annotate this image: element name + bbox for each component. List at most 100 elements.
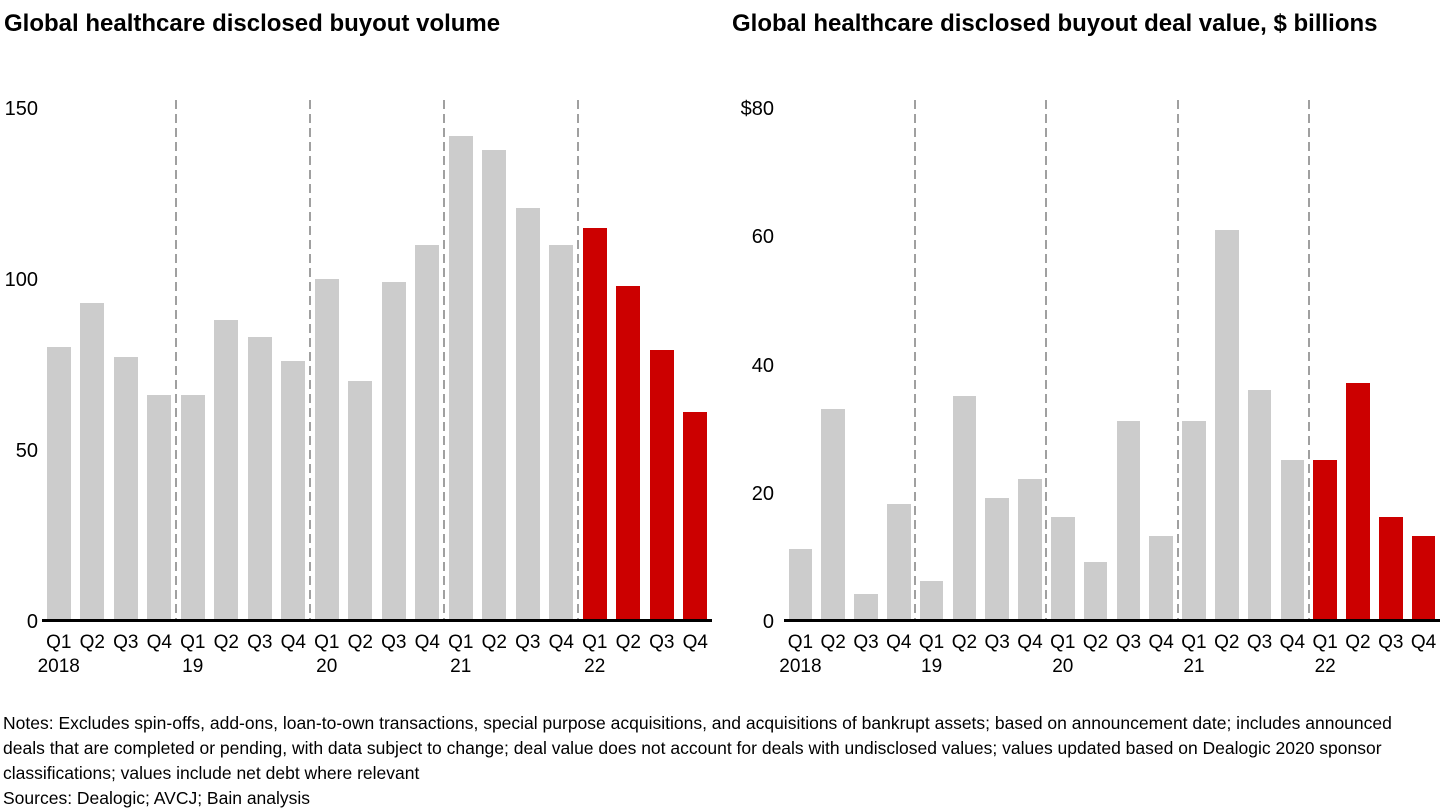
bar-22-q1: [1313, 459, 1337, 619]
y-tick-label: $80: [740, 98, 774, 120]
bar-22-q2: [616, 285, 641, 619]
x-tick-label: Q4: [548, 632, 574, 653]
bar-2018-q1: [46, 347, 71, 619]
x-tick-label: Q2: [951, 632, 978, 653]
bar-slot: [143, 109, 177, 619]
x-tick-label: Q1: [918, 632, 945, 653]
bar-21-q2: [1214, 230, 1239, 619]
bar-slot: [344, 109, 378, 619]
year-label: 19: [921, 656, 943, 677]
x-axis-year-labels-volume: 2018 19 20 21 22: [38, 656, 712, 680]
footer: Notes: Excludes spin-offs, add-ons, loan…: [0, 711, 1440, 811]
bar-slot: [243, 109, 277, 619]
bar-slot: [784, 109, 817, 619]
x-tick-label: Q2: [1345, 632, 1371, 653]
x-axis-quarter-labels-deal-value: Q1 Q2 Q3 Q4 Q1 Q2 Q3 Q4 Q1 Q2 Q3 Q4 Q1 Q2 Q3 Q4 Q1 Q2 Q3 Q4: [784, 622, 1440, 654]
buyout-deal-value-chart: Global healthcare disclosed buyout deal …: [730, 0, 1440, 680]
year-label: 22: [1314, 656, 1336, 677]
bar-slot: [1407, 109, 1440, 619]
bar-slot: [1276, 109, 1309, 619]
year-separator-line: [309, 100, 311, 619]
bar-22-q3: [1378, 517, 1403, 619]
y-tick-label: 100: [4, 269, 38, 291]
bar-21-q1: [1182, 421, 1206, 619]
y-tick-label: 40: [751, 354, 774, 377]
x-tick-label: Q4: [1279, 632, 1306, 653]
bar-2018-q1: [788, 548, 813, 619]
bar-22-q4: [1411, 536, 1436, 619]
bar-2018-q3: [854, 593, 878, 619]
bar-19-q1: [919, 580, 944, 619]
bar-slot: [76, 109, 110, 619]
bar-slot: [1145, 109, 1178, 619]
bar-22-q3: [649, 350, 674, 619]
y-tick-label: 0: [762, 611, 774, 633]
x-tick-label: Q3: [1246, 632, 1273, 653]
year-label: 20: [316, 656, 338, 677]
bar-20-q3: [1116, 421, 1141, 619]
x-tick-label: Q1: [1312, 632, 1338, 653]
x-tick-label: Q4: [1410, 632, 1437, 653]
bar-21-q4: [1280, 459, 1305, 619]
x-tick-label: Q1: [448, 632, 474, 653]
chart-title-volume: Global healthcare disclosed buyout volum…: [4, 10, 501, 37]
y-tick-label: 150: [4, 98, 38, 120]
bar-slot: [210, 109, 244, 619]
bar-slot: [444, 109, 478, 619]
bar-20-q4: [415, 245, 440, 619]
bar-19-q4: [281, 360, 306, 619]
footer-notes: Notes: Excludes spin-offs, add-ons, loan…: [3, 713, 1392, 783]
x-tick-label: Q1: [1181, 632, 1207, 653]
y-tick-label: 60: [751, 226, 774, 249]
x-tick-label: Q1: [314, 632, 340, 653]
year-label: 21: [1183, 656, 1205, 677]
x-tick-label: Q1: [787, 632, 814, 653]
bar-slot: [1374, 109, 1407, 619]
x-tick-label: Q4: [1017, 632, 1043, 653]
year-separator-line: [577, 100, 579, 619]
charts-row: Global healthcare disclosed buyout volum…: [0, 0, 1440, 680]
year-separator-line: [914, 100, 917, 619]
bar-slot: [915, 109, 948, 619]
x-axis-quarter-labels-volume: Q1 Q2 Q3 Q4 Q1 Q2 Q3 Q4 Q1 Q2 Q3 Q4 Q1 Q2 Q3 Q4 Q1 Q2 Q3 Q4: [42, 622, 712, 654]
x-tick-label: Q3: [247, 632, 273, 653]
bar-slot: [645, 109, 679, 619]
x-tick-label: Q2: [481, 632, 507, 653]
x-tick-label: Q1: [1050, 632, 1076, 653]
x-tick-label: Q2: [79, 632, 105, 653]
bar-22-q2: [1346, 383, 1370, 619]
bar-slot: [277, 109, 311, 619]
x-tick-label: Q1: [582, 632, 608, 653]
bar-slot: [1112, 109, 1145, 619]
x-tick-label: Q4: [682, 632, 708, 653]
x-tick-label: Q4: [1148, 632, 1174, 653]
y-axis-volume: 0 50 100 150: [0, 99, 42, 632]
bar-slot: [850, 109, 883, 619]
bar-20-q2: [1083, 561, 1108, 619]
y-tick-label: 0: [26, 611, 38, 633]
buyout-volume-chart: Global healthcare disclosed buyout volum…: [0, 0, 712, 680]
bar-slot: [1046, 109, 1079, 619]
plot-row-deal-value: 0 20 40 60 $80: [730, 99, 1440, 632]
bar-20-q2: [348, 381, 373, 619]
year-label: 2018: [37, 656, 80, 677]
x-tick-label: Q2: [1082, 632, 1109, 653]
bar-slot: [42, 109, 76, 619]
footer-sources: Sources: Dealogic; AVCJ; Bain analysis: [3, 788, 311, 808]
bar-2018-q2: [821, 408, 845, 619]
bar-21-q1: [448, 136, 473, 619]
bar-slot: [817, 109, 850, 619]
bar-slot: [1079, 109, 1112, 619]
year-separator-line: [175, 100, 177, 619]
x-tick-label: Q3: [113, 632, 139, 653]
bar-19-q2: [952, 395, 977, 619]
bar-21-q3: [515, 207, 540, 619]
year-label: 21: [450, 656, 472, 677]
bar-20-q1: [1050, 517, 1075, 619]
bar-slot: [1014, 109, 1047, 619]
bar-21-q4: [549, 245, 574, 619]
year-separator-line: [443, 100, 445, 619]
x-tick-label: Q3: [1115, 632, 1142, 653]
x-tick-label: Q3: [381, 632, 407, 653]
plot-area-volume: [42, 100, 712, 622]
